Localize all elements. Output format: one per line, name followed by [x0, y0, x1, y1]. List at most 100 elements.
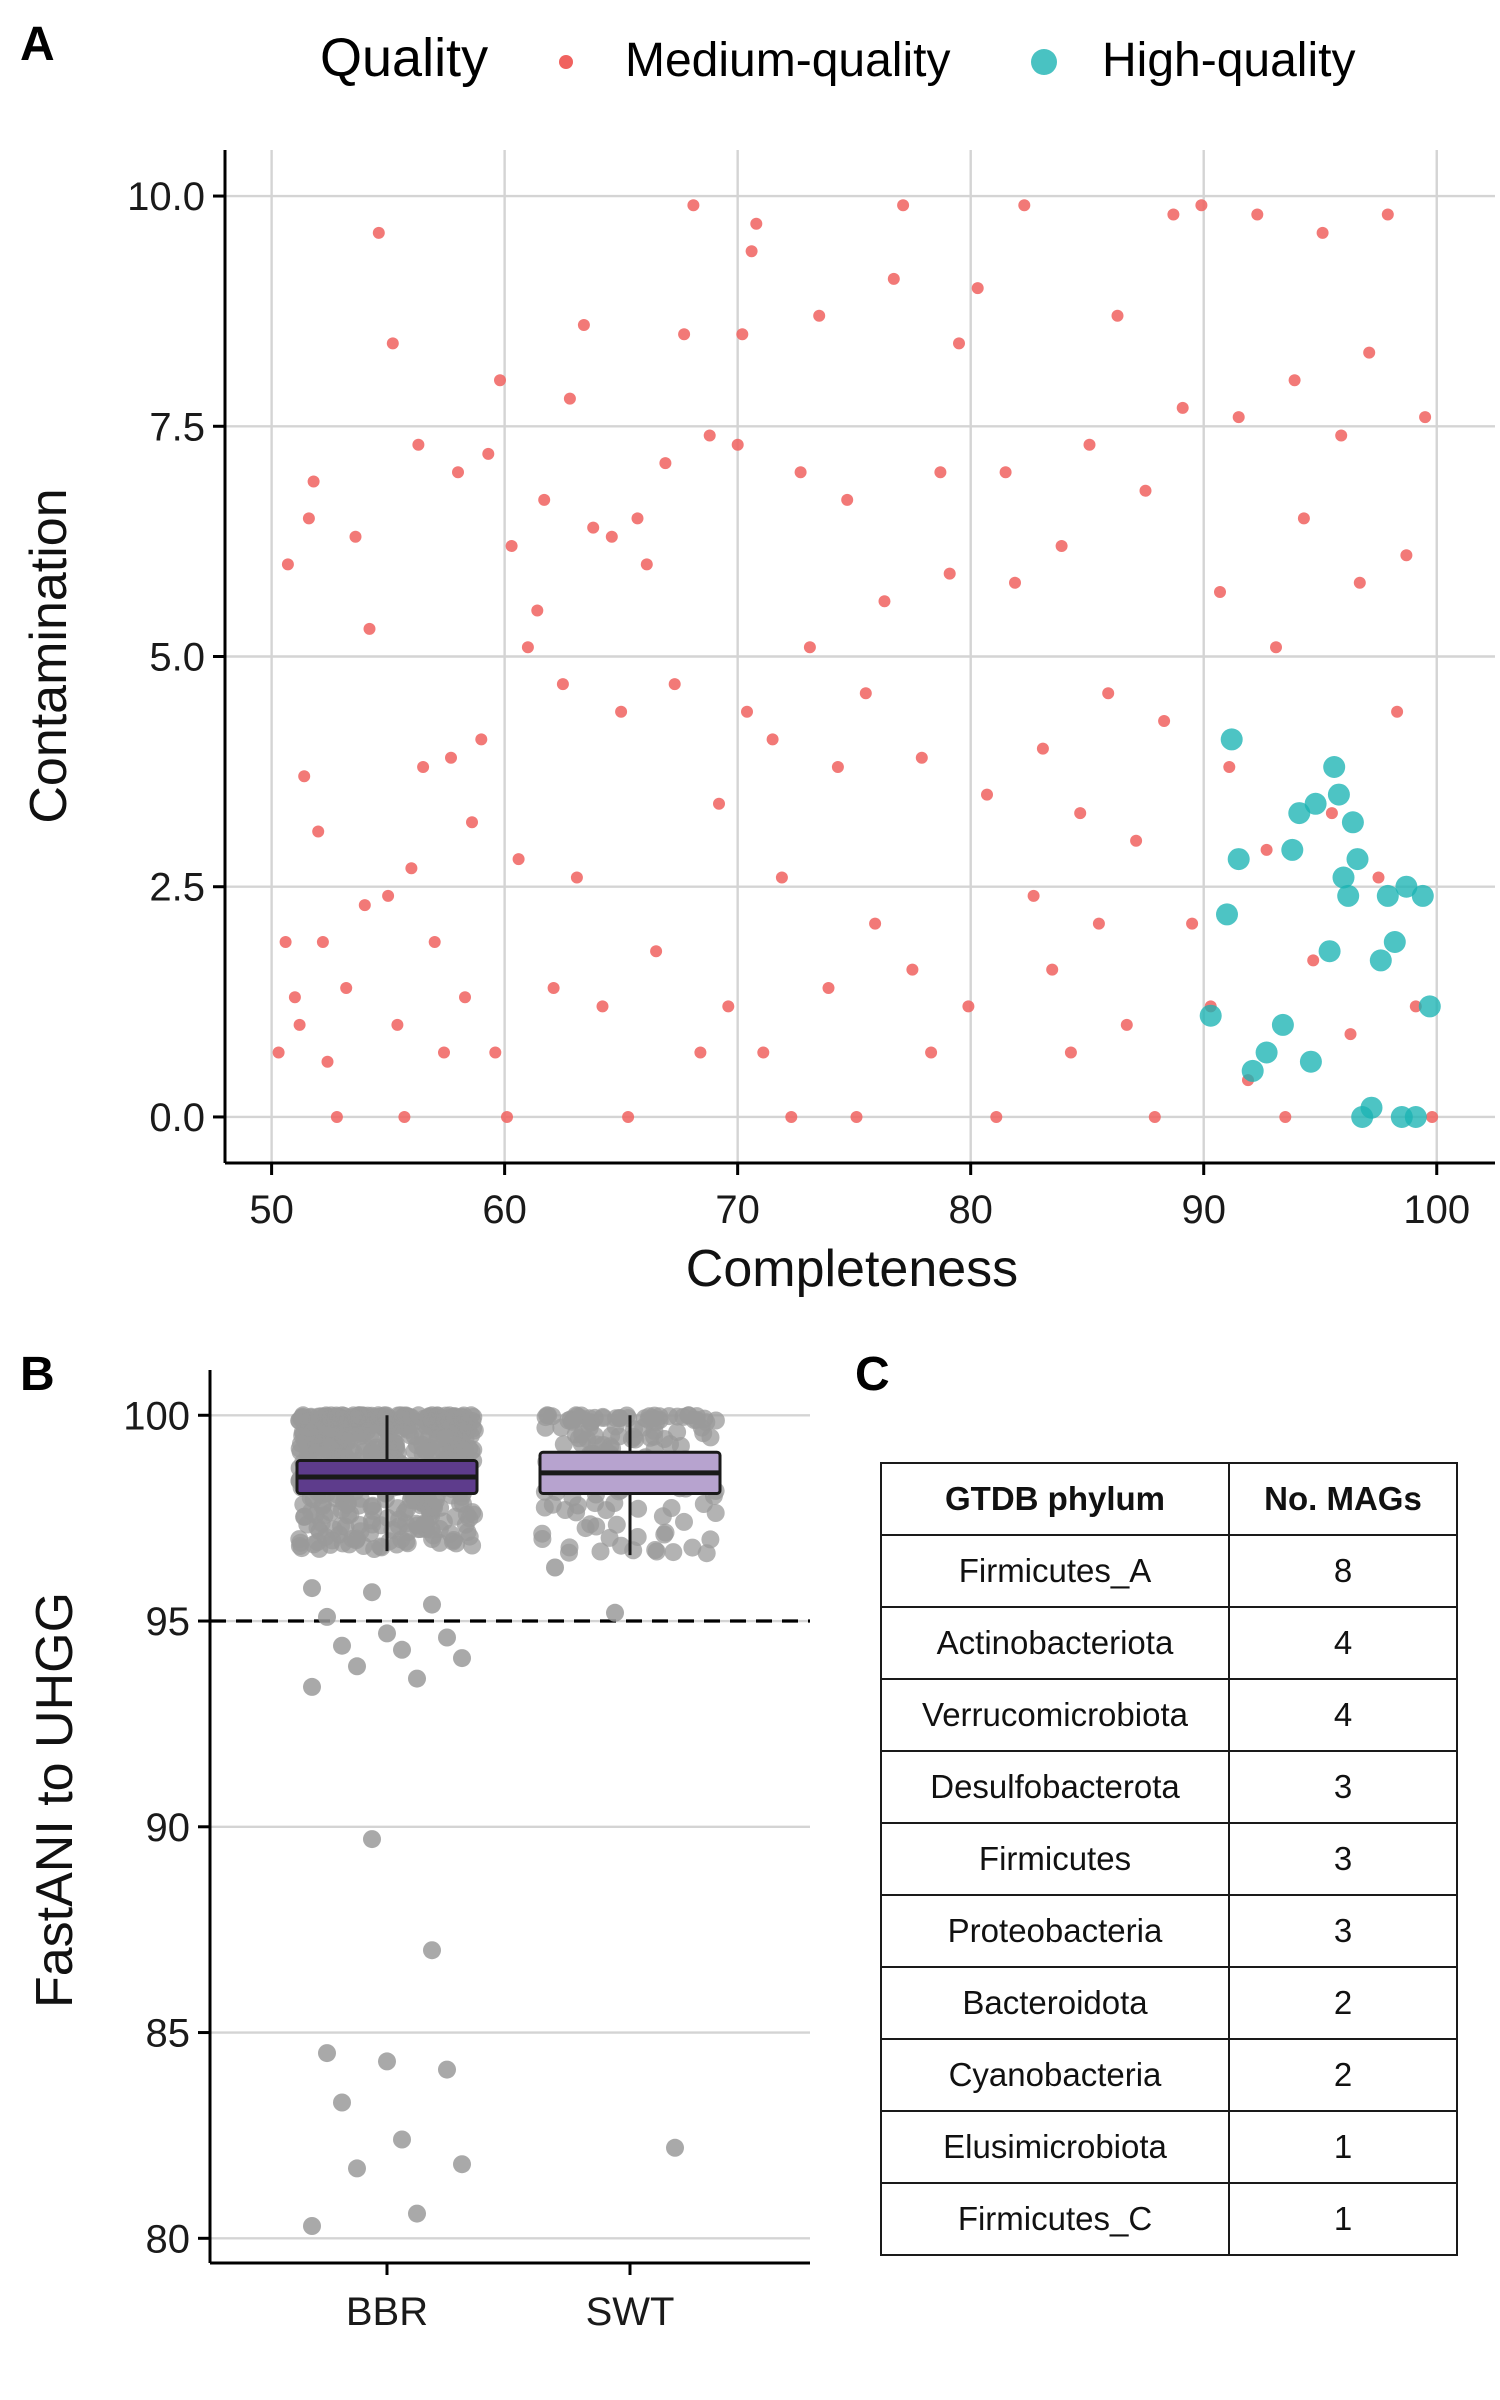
medium-quality-point [1130, 834, 1143, 847]
high-quality-point [1216, 903, 1238, 926]
medium-quality-point [1102, 687, 1115, 700]
x-tick-label-b: SWT [586, 2290, 675, 2334]
jitter-point [416, 1442, 435, 1461]
high-quality-point [1411, 884, 1434, 907]
medium-quality-point [703, 429, 716, 442]
legend-title: Quality [320, 28, 488, 88]
medium-quality-point [1344, 1028, 1357, 1041]
medium-quality-point [668, 678, 681, 691]
medium-quality-point [1400, 549, 1413, 562]
outlier-point [453, 1649, 471, 1668]
medium-quality-point [459, 991, 471, 1004]
jitter-point [364, 1502, 383, 1520]
jitter-point [533, 1530, 552, 1548]
jitter-point [675, 1512, 693, 1531]
medium-quality-point [556, 678, 569, 691]
medium-quality-point [1139, 484, 1152, 497]
medium-quality-point [1232, 411, 1245, 424]
medium-quality-point [1419, 411, 1432, 424]
legend-medium-label: Medium-quality [625, 34, 950, 87]
phylum-table: GTDB phylum No. MAGs Firmicutes_A 8 Actino… [880, 1462, 1458, 2256]
table-row: Firmicutes_C 1 [880, 2182, 1458, 2256]
medium-quality-point [766, 733, 779, 746]
medium-quality-point [512, 853, 525, 866]
medium-quality-point [1027, 889, 1040, 902]
medium-quality-point [678, 328, 691, 341]
medium-quality-point [1426, 1111, 1439, 1123]
medium-quality-point [1381, 208, 1394, 221]
medium-quality-point [1186, 917, 1199, 930]
count-cell: 2 [1228, 1966, 1458, 2040]
jitter-point [458, 1523, 477, 1542]
table-row: Verrucomicrobiota 4 [880, 1678, 1458, 1752]
high-quality-point [1341, 811, 1364, 834]
medium-quality-point [1018, 199, 1031, 212]
medium-quality-point [1363, 346, 1376, 359]
medium-quality-point [943, 567, 956, 580]
medium-quality-point [445, 751, 457, 764]
outlier-point [408, 2204, 426, 2223]
high-quality-point [1318, 940, 1341, 963]
high-quality-point [1404, 1106, 1427, 1128]
jitter-point [664, 1543, 683, 1562]
outlier-point [333, 2093, 351, 2112]
medium-quality-point [316, 936, 329, 948]
medium-quality-point [538, 493, 551, 506]
table-row: Actinobacteriota 4 [880, 1606, 1458, 1680]
table-header-count: No. MAGs [1228, 1462, 1458, 1536]
high-quality-point [1271, 1013, 1294, 1036]
medium-quality-point [925, 1046, 938, 1059]
medium-quality-point [859, 687, 872, 700]
medium-quality-point [887, 272, 900, 285]
medium-quality-point [1260, 843, 1273, 856]
medium-quality-point [897, 199, 910, 212]
panel-label-c: C [855, 1348, 890, 1401]
table-row: Proteobacteria 3 [880, 1894, 1458, 1968]
outlier-point [546, 1558, 564, 1577]
jitter-point [308, 1443, 327, 1462]
jitter-point [396, 1514, 415, 1533]
medium-quality-point [1251, 208, 1264, 221]
medium-quality-point [1335, 429, 1348, 442]
medium-quality-point [605, 530, 618, 543]
medium-quality-point [1391, 705, 1404, 718]
medium-quality-point [279, 936, 292, 948]
medium-quality-point [382, 889, 395, 902]
y-tick-label-a: 10.0 [127, 175, 205, 219]
outlier-point [333, 1636, 351, 1655]
high-quality-point [1395, 875, 1418, 898]
medium-quality-point [1279, 1111, 1292, 1123]
medium-quality-point [934, 466, 947, 479]
jitter-point [586, 1494, 604, 1513]
high-quality-point [1227, 848, 1250, 871]
high-quality-point [1255, 1041, 1278, 1064]
phylum-cell: Firmicutes_C [880, 2182, 1230, 2256]
outlier-point [606, 1603, 624, 1622]
medium-quality-point [1036, 742, 1049, 755]
medium-quality-point [1297, 512, 1310, 525]
y-tick-label-a: 0.0 [149, 1096, 205, 1140]
medium-quality-point [302, 512, 315, 525]
outlier-point [348, 2159, 366, 2178]
medium-quality-point [615, 705, 628, 718]
jitter-point [426, 1491, 445, 1510]
medium-quality-point [321, 1055, 334, 1068]
high-quality-point [1332, 866, 1355, 889]
medium-quality-point [272, 1046, 285, 1059]
jitter-point [398, 1534, 417, 1553]
medium-quality-point [596, 1000, 609, 1013]
jitter-point [591, 1542, 610, 1561]
x-tick-label-b: BBR [346, 2290, 428, 2334]
medium-quality-point [745, 245, 758, 258]
medium-quality-point [482, 447, 495, 460]
jitter-point [348, 1529, 366, 1548]
medium-quality-point [489, 1046, 502, 1059]
medium-quality-point [1307, 954, 1320, 967]
medium-quality-point [775, 871, 788, 884]
jitter-point [683, 1538, 702, 1557]
medium-quality-point [694, 1046, 707, 1059]
medium-quality-point [1064, 1046, 1077, 1059]
jitter-point [701, 1530, 720, 1549]
jitter-point [543, 1407, 562, 1426]
